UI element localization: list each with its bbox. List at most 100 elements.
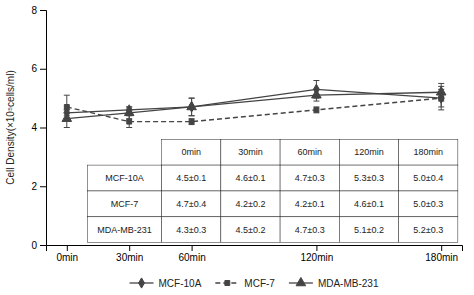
y-axis: 0 2 4 6 8 bbox=[31, 5, 46, 251]
x-tick: 180min bbox=[425, 245, 458, 263]
x-tick: 60min bbox=[178, 245, 205, 263]
y-tick: 6 bbox=[31, 63, 46, 74]
x-tick: 120min bbox=[300, 245, 333, 263]
x-tick-mark bbox=[441, 245, 442, 251]
x-axis: 0min 30min 60min 120min 180min bbox=[47, 245, 463, 263]
table-cell-text: 4.6±0.1 bbox=[354, 199, 384, 209]
table-cell bbox=[399, 217, 458, 243]
table-header-text: 0min bbox=[181, 147, 201, 157]
chart: 0min 30min 60min 120min 180min 0 2 4 6 8 Cell Dens… bbox=[0, 0, 474, 295]
table-cell-text: 4.5±0.1 bbox=[176, 173, 206, 183]
legend-marker bbox=[225, 281, 230, 286]
table-header-text: 60min bbox=[297, 147, 322, 157]
x-tick: 0min bbox=[56, 245, 78, 263]
point bbox=[436, 87, 446, 95]
table-row-label-cell bbox=[88, 191, 162, 217]
series bbox=[64, 89, 444, 127]
y-tick-label: 2 bbox=[31, 181, 37, 192]
data-marks bbox=[62, 81, 446, 128]
table-row-label-cell bbox=[88, 217, 162, 243]
table-cell-text: 4.7±0.3 bbox=[295, 173, 325, 183]
table-cell bbox=[280, 191, 339, 217]
table-cell bbox=[339, 217, 398, 243]
table-cell-text: 4.7±0.3 bbox=[295, 225, 325, 235]
table: 0min30min60min120min180minMCF-10A4.5±0.1… bbox=[88, 139, 458, 242]
table-header-cell bbox=[339, 139, 398, 165]
series bbox=[62, 83, 446, 127]
y-tick-label: 0 bbox=[31, 240, 37, 251]
legend-marker bbox=[296, 277, 306, 285]
error-bar bbox=[313, 107, 319, 113]
table-header-cell bbox=[399, 139, 458, 165]
x-tick-label: 30min bbox=[116, 252, 143, 263]
table-row-label: MDA-MB-231 bbox=[97, 225, 152, 235]
table-cell bbox=[280, 165, 339, 191]
table-cell bbox=[399, 165, 458, 191]
table-cell bbox=[221, 191, 280, 217]
y-tick-mark bbox=[40, 186, 46, 187]
table-cell-text: 5.2±0.3 bbox=[413, 225, 443, 235]
table-cell-text: 4.2±0.2 bbox=[235, 199, 265, 209]
y-tick-mark bbox=[40, 245, 46, 246]
table-header-cell bbox=[221, 139, 280, 165]
x-tick-mark bbox=[129, 245, 130, 251]
y-tick: 0 bbox=[31, 240, 46, 251]
table-row-label-cell bbox=[88, 165, 162, 191]
table-cell bbox=[339, 165, 398, 191]
y-tick: 2 bbox=[31, 181, 46, 192]
table-cell-text: 4.3±0.3 bbox=[176, 225, 206, 235]
legend: MCF-10A MCF-7 MDA-MB-231 bbox=[130, 277, 379, 288]
y-tick-label: 8 bbox=[31, 5, 37, 16]
x-tick-mark bbox=[67, 245, 68, 251]
series bbox=[64, 81, 444, 118]
table-cell-text: 5.0±0.4 bbox=[413, 173, 443, 183]
table-cell bbox=[162, 165, 221, 191]
table-cell bbox=[339, 191, 398, 217]
legend-item: MCF-10A bbox=[130, 278, 202, 289]
series-line bbox=[67, 92, 441, 118]
legend-item: MDA-MB-231 bbox=[289, 277, 379, 288]
point bbox=[314, 107, 319, 112]
table-cell-text: 5.3±0.3 bbox=[354, 173, 384, 183]
table-cell-text: 5.0±0.3 bbox=[413, 199, 443, 209]
plot: 0min 30min 60min 120min 180min 0 2 4 6 8 Cell Dens… bbox=[5, 5, 463, 263]
table-cell bbox=[221, 165, 280, 191]
table-header-text: 180min bbox=[413, 147, 443, 157]
point bbox=[62, 113, 72, 121]
y-tick-mark bbox=[40, 10, 46, 11]
legend-marker bbox=[139, 278, 145, 288]
legend-label: MDA-MB-231 bbox=[318, 278, 379, 289]
x-tick: 30min bbox=[116, 245, 143, 263]
table-row-label: MCF-7 bbox=[111, 199, 139, 209]
y-axis-title: Cell Density(×10⁵cells/ml) bbox=[5, 70, 16, 184]
table-cell bbox=[399, 191, 458, 217]
x-tick-label: 120min bbox=[300, 252, 333, 263]
point bbox=[312, 90, 322, 98]
y-tick: 4 bbox=[31, 122, 46, 133]
legend-label: MCF-10A bbox=[159, 278, 202, 289]
error-bar bbox=[189, 119, 195, 125]
table-cell bbox=[221, 217, 280, 243]
x-axis-line bbox=[47, 246, 463, 252]
point bbox=[127, 119, 132, 124]
x-tick-label: 180min bbox=[425, 252, 458, 263]
table-cell bbox=[162, 191, 221, 217]
legend-item: MCF-7 bbox=[215, 278, 275, 289]
y-tick-mark bbox=[40, 128, 46, 129]
y-tick-label: 6 bbox=[31, 63, 37, 74]
point bbox=[187, 101, 197, 109]
table-cell bbox=[162, 217, 221, 243]
table-cell-text: 4.6±0.1 bbox=[235, 173, 265, 183]
table-cell-text: 5.1±0.2 bbox=[354, 225, 384, 235]
table-row-label: MCF-10A bbox=[105, 173, 144, 183]
y-axis-line bbox=[40, 11, 47, 246]
point bbox=[124, 107, 134, 115]
point bbox=[189, 119, 194, 124]
table-header-cell bbox=[162, 139, 221, 165]
x-tick-mark bbox=[192, 245, 193, 251]
x-tick-mark bbox=[316, 245, 317, 251]
y-tick-label: 4 bbox=[31, 122, 37, 133]
table-header-text: 30min bbox=[238, 147, 263, 157]
table-cell bbox=[280, 217, 339, 243]
x-tick-label: 60min bbox=[178, 252, 205, 263]
